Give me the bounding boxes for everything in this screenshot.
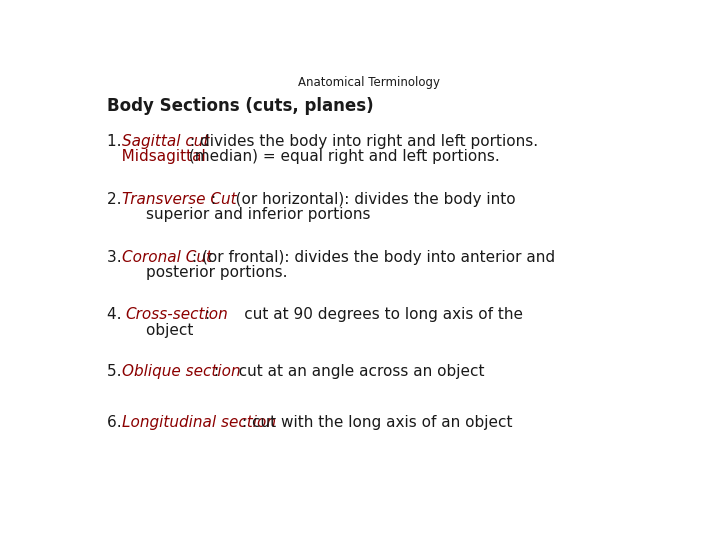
Text: (median) = equal right and left portions.: (median) = equal right and left portions… bbox=[184, 150, 500, 165]
Text: : cut with the long axis of an object: : cut with the long axis of an object bbox=[241, 415, 512, 430]
Text: posterior portions.: posterior portions. bbox=[107, 265, 287, 280]
Text: Longitudinal section: Longitudinal section bbox=[122, 415, 276, 430]
Text: 5.: 5. bbox=[107, 363, 127, 379]
Text: : (or frontal): divides the body into anterior and: : (or frontal): divides the body into an… bbox=[192, 249, 555, 265]
Text: Anatomical Terminology: Anatomical Terminology bbox=[298, 76, 440, 89]
Text: Coronal Cut: Coronal Cut bbox=[122, 249, 212, 265]
Text: : divides the body into right and left portions.: : divides the body into right and left p… bbox=[190, 134, 538, 149]
Text: 6.: 6. bbox=[107, 415, 127, 430]
Text: object: object bbox=[107, 323, 194, 338]
Text: :    (or horizontal): divides the body into: : (or horizontal): divides the body into bbox=[211, 192, 516, 207]
Text: 1.: 1. bbox=[107, 134, 127, 149]
Text: 2.: 2. bbox=[107, 192, 127, 207]
Text: :       cut at 90 degrees to long axis of the: : cut at 90 degrees to long axis of the bbox=[205, 307, 523, 322]
Text: superior and inferior portions: superior and inferior portions bbox=[107, 207, 371, 222]
Text: 3.: 3. bbox=[107, 249, 127, 265]
Text: Sagittal cut: Sagittal cut bbox=[122, 134, 210, 149]
Text: Oblique section: Oblique section bbox=[122, 363, 240, 379]
Text: Midsagittal: Midsagittal bbox=[107, 150, 206, 165]
Text: 4.: 4. bbox=[107, 307, 131, 322]
Text: Cross-section: Cross-section bbox=[126, 307, 228, 322]
Text: Body Sections (cuts, planes): Body Sections (cuts, planes) bbox=[107, 97, 374, 115]
Text: Transverse Cut: Transverse Cut bbox=[122, 192, 237, 207]
Text: :    cut at an angle across an object: : cut at an angle across an object bbox=[214, 363, 485, 379]
